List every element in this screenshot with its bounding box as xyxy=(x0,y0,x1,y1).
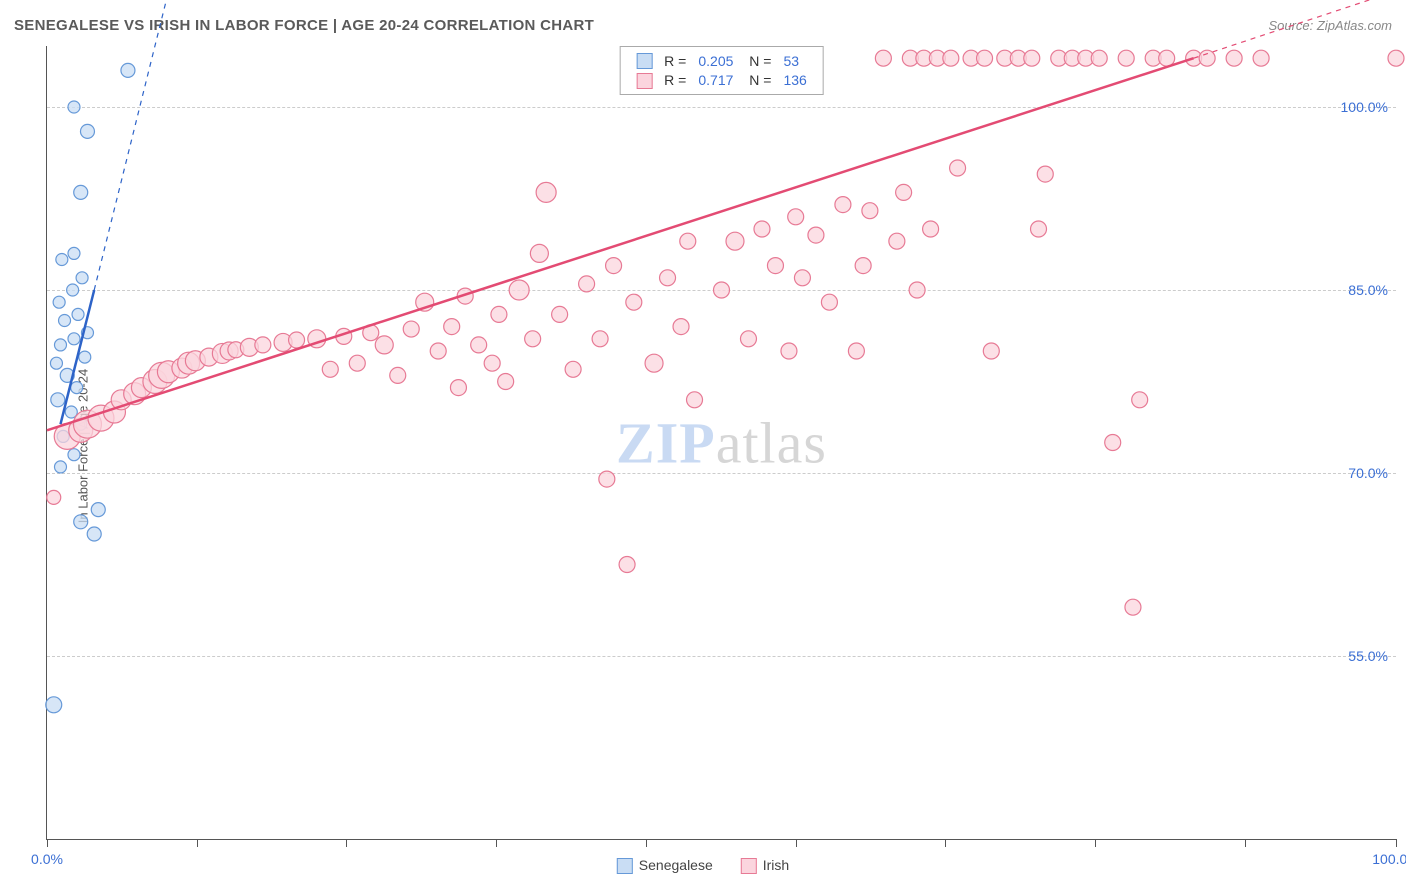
x-tick-label: 100.0% xyxy=(1372,851,1406,867)
x-tick-label: 0.0% xyxy=(31,851,63,867)
legend-bottom: Senegalese Irish xyxy=(617,857,789,874)
legend-correlation-box: R =0.205 N =53 R =0.717 N =136 xyxy=(619,46,824,95)
source-label: Source: ZipAtlas.com xyxy=(1268,18,1392,33)
plot-area: ZIPatlas 55.0%70.0%85.0%100.0%0.0%100.0%… xyxy=(46,46,1396,840)
chart-title: SENEGALESE VS IRISH IN LABOR FORCE | AGE… xyxy=(14,17,594,34)
plot-svg xyxy=(47,46,1396,839)
legend-item: Senegalese xyxy=(617,857,713,874)
legend-item: Irish xyxy=(741,857,789,874)
